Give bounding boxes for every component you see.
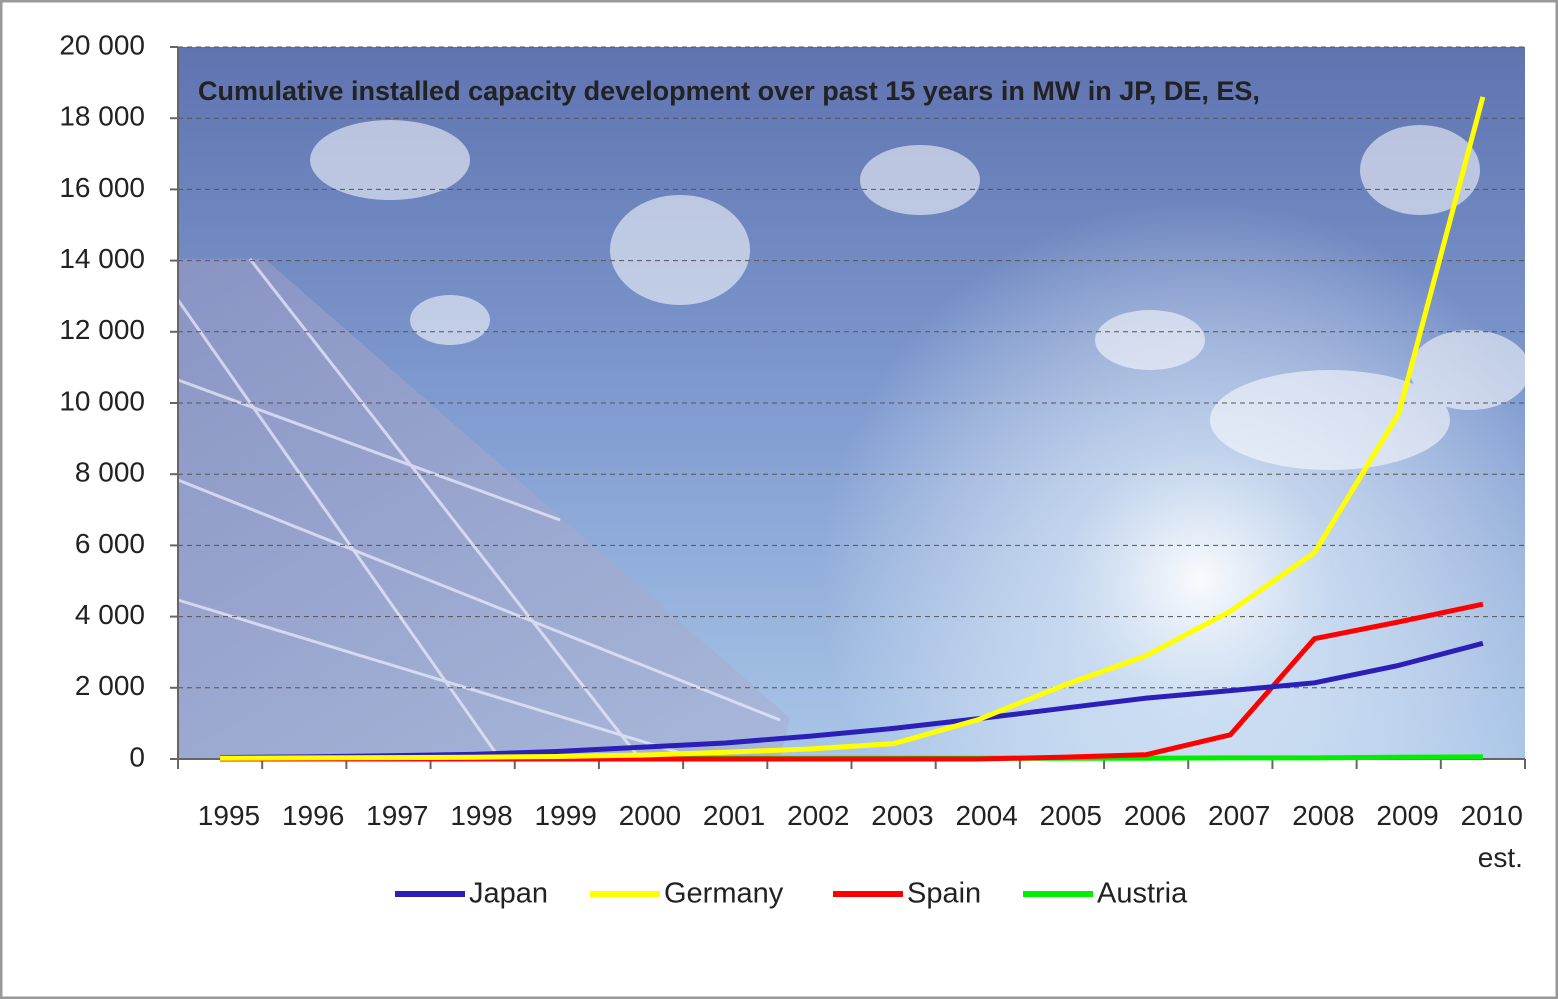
y-tick-label: 10 000 xyxy=(59,385,145,416)
legend-label: Spain xyxy=(907,878,981,910)
x-tick-label: 2008 xyxy=(1292,800,1355,831)
y-tick-label: 8 000 xyxy=(75,457,145,488)
x-tick-label: 1997 xyxy=(366,800,429,831)
y-tick-label: 4 000 xyxy=(75,599,145,630)
y-tick-label: 2 000 xyxy=(75,670,145,701)
y-tick-label: 20 000 xyxy=(59,29,145,60)
x-tick-label: 1998 xyxy=(450,800,513,831)
x-tick-label: 2007 xyxy=(1208,800,1271,831)
y-tick-label: 12 000 xyxy=(59,314,145,345)
y-tick-label: 14 000 xyxy=(59,243,145,274)
x-tick-label: 2004 xyxy=(955,800,1018,831)
y-tick-label: 18 000 xyxy=(59,101,145,132)
x-tick-label: 2005 xyxy=(1039,800,1102,831)
y-tick-label: 6 000 xyxy=(75,528,145,559)
x-tick-label: 2002 xyxy=(787,800,850,831)
x-tick-label: 1995 xyxy=(197,800,261,831)
series-line xyxy=(220,96,1486,761)
legend-label: Germany xyxy=(664,878,784,910)
plot-background xyxy=(176,47,1530,761)
x-tick-label: 2001 xyxy=(702,800,766,831)
y-tick-label: 16 000 xyxy=(59,172,145,203)
legend-label: Austria xyxy=(1097,878,1188,910)
y-tick-label: 0 xyxy=(129,741,145,772)
legend-label: Japan xyxy=(469,878,548,910)
x-tick-label: 2010 est. xyxy=(1460,800,1523,873)
chart-title: Cumulative installed capacity developmen… xyxy=(198,76,1260,106)
x-tick-label: 2009 xyxy=(1376,800,1439,831)
x-tick-label: 2006 xyxy=(1123,800,1187,831)
x-tick-label: 1996 xyxy=(281,800,345,831)
x-tick-label: 1999 xyxy=(534,800,597,831)
x-tick-label: 2000 xyxy=(618,800,682,831)
x-tick-label: 2003 xyxy=(871,800,934,831)
